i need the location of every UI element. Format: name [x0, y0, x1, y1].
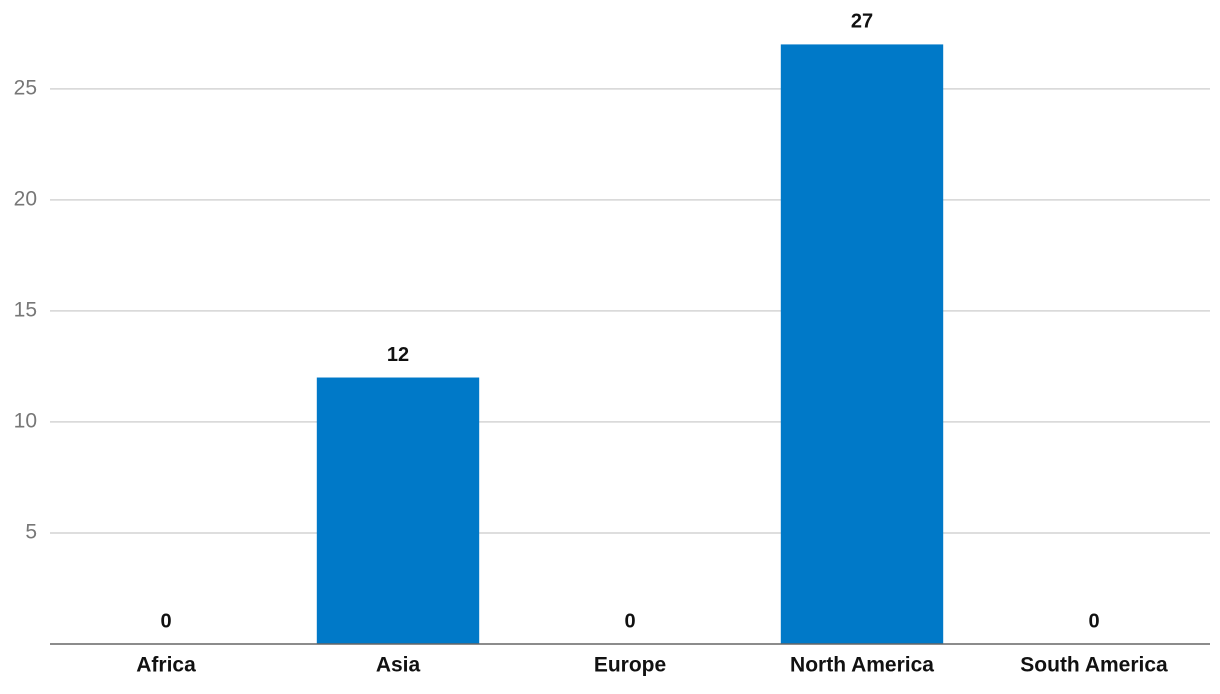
value-label: 12: [387, 344, 409, 366]
x-tick-label: North America: [790, 654, 934, 677]
x-tick-label: Africa: [136, 654, 196, 677]
value-label: 27: [851, 11, 873, 33]
x-tick-label: South America: [1020, 654, 1168, 677]
y-tick-label: 15: [14, 298, 37, 321]
value-label: 0: [1088, 610, 1099, 632]
value-label: 0: [160, 610, 171, 632]
value-label: 0: [624, 610, 635, 632]
bar: [316, 377, 480, 644]
bar: [780, 44, 944, 644]
y-tick-label: 10: [14, 409, 37, 432]
x-tick-label: Europe: [594, 654, 666, 677]
y-tick-label: 25: [14, 76, 37, 99]
y-tick-label: 5: [25, 521, 37, 544]
y-tick-label: 20: [14, 187, 37, 210]
x-tick-label: Asia: [376, 654, 421, 677]
